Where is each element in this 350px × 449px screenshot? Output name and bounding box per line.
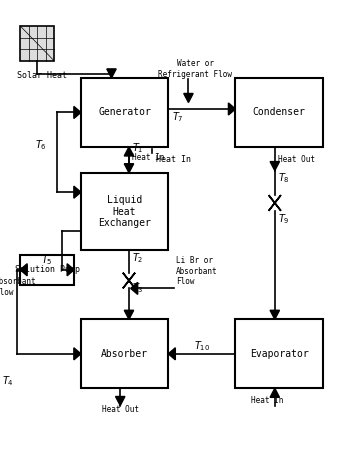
Text: Solar Heat: Solar Heat <box>17 71 67 80</box>
Text: $T_9$: $T_9$ <box>278 212 290 226</box>
Polygon shape <box>270 162 280 171</box>
Bar <box>20 26 54 61</box>
Text: Heat In: Heat In <box>156 155 191 164</box>
Polygon shape <box>270 388 280 397</box>
Polygon shape <box>123 273 135 288</box>
Polygon shape <box>67 264 74 276</box>
Text: $T_7$: $T_7$ <box>172 110 183 123</box>
Text: $T_{10}$: $T_{10}$ <box>194 339 210 353</box>
Text: Generator: Generator <box>98 107 151 118</box>
Bar <box>81 319 168 388</box>
Polygon shape <box>229 103 236 115</box>
Text: Water or
Refrigerant Flow: Water or Refrigerant Flow <box>158 59 232 79</box>
Bar <box>236 319 323 388</box>
Polygon shape <box>269 195 281 211</box>
Text: $T_2$: $T_2$ <box>132 251 144 265</box>
Text: $T_3$: $T_3$ <box>132 282 144 295</box>
Polygon shape <box>270 310 280 319</box>
Text: $T_1$: $T_1$ <box>132 141 144 155</box>
Polygon shape <box>123 273 135 288</box>
Bar <box>81 78 168 147</box>
Polygon shape <box>131 282 138 295</box>
Text: Heat In: Heat In <box>132 153 165 162</box>
Bar <box>81 173 168 251</box>
Text: Evaporator: Evaporator <box>250 349 309 359</box>
Polygon shape <box>20 264 27 276</box>
Polygon shape <box>74 106 81 119</box>
Polygon shape <box>74 186 81 198</box>
Bar <box>20 255 74 285</box>
Polygon shape <box>107 69 116 78</box>
Text: Heat Out: Heat Out <box>278 155 315 164</box>
Polygon shape <box>116 396 125 405</box>
Text: $T_5$: $T_5$ <box>41 253 52 267</box>
Bar <box>236 78 323 147</box>
Polygon shape <box>184 93 193 102</box>
Text: Absorber: Absorber <box>101 349 148 359</box>
Text: $T_8$: $T_8$ <box>278 172 290 185</box>
Text: Heat Out: Heat Out <box>102 405 139 414</box>
Text: Absorbant
Flow: Absorbant Flow <box>0 277 37 296</box>
Polygon shape <box>124 310 134 319</box>
Text: Condenser: Condenser <box>253 107 306 118</box>
Text: Liquid
Heat
Exchanger: Liquid Heat Exchanger <box>98 195 151 228</box>
Text: Heat In: Heat In <box>251 396 284 405</box>
Polygon shape <box>168 348 175 360</box>
Polygon shape <box>74 348 81 360</box>
Polygon shape <box>124 147 134 156</box>
Text: Li Br or
Absorbant
Flow: Li Br or Absorbant Flow <box>176 256 218 286</box>
Text: $T_4$: $T_4$ <box>2 374 14 388</box>
Text: $T_6$: $T_6$ <box>35 138 47 152</box>
Polygon shape <box>269 195 281 211</box>
Polygon shape <box>124 164 134 173</box>
Text: Solution Pump: Solution Pump <box>15 265 80 274</box>
